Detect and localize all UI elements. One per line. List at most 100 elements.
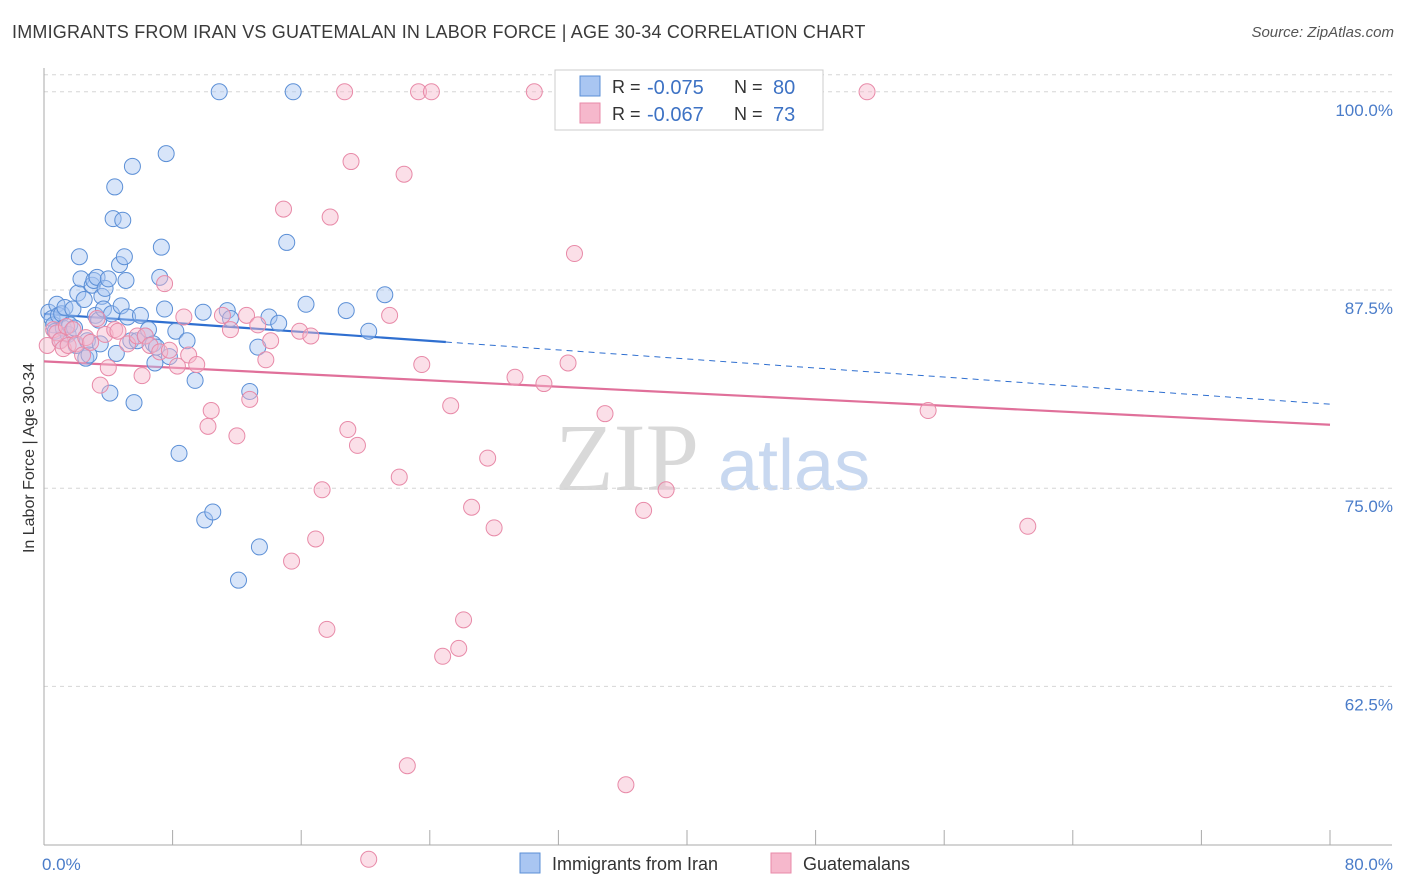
bottom-legend-guatemalans: Guatemalans bbox=[803, 854, 910, 874]
guatemalan-point bbox=[188, 356, 206, 374]
guatemalan-point bbox=[99, 359, 117, 377]
guatemalan-point bbox=[88, 310, 106, 328]
iran-point bbox=[204, 503, 222, 521]
iran-point bbox=[115, 248, 133, 266]
legend-n-value-iran: 80 bbox=[773, 77, 795, 99]
guatemalan-point bbox=[202, 402, 220, 420]
guatemalan-point bbox=[398, 757, 416, 775]
legend-r-value-iran: -0.075 bbox=[647, 77, 704, 99]
guatemalan-point bbox=[213, 306, 231, 324]
guatemalan-point bbox=[565, 245, 583, 263]
guatemalan-point bbox=[434, 647, 452, 665]
guatemalan-point bbox=[262, 332, 280, 350]
iran-point bbox=[106, 178, 124, 196]
guatemalan-point bbox=[156, 275, 174, 293]
guatemalan-point bbox=[175, 308, 193, 326]
guatemalan-point bbox=[221, 321, 239, 339]
iran-point bbox=[107, 344, 125, 362]
guatemalan-point bbox=[535, 375, 553, 393]
guatemalan-point bbox=[410, 83, 428, 101]
guatemalan-point bbox=[463, 498, 481, 516]
iran-point bbox=[117, 271, 135, 289]
iran-trend-line-extrapolated bbox=[445, 341, 1331, 405]
guatemalan-point bbox=[283, 552, 301, 570]
iran-point bbox=[148, 338, 166, 356]
data-points bbox=[38, 83, 1037, 868]
guatemalan-point bbox=[96, 325, 114, 343]
y-tick-label: 87.5% bbox=[1345, 299, 1393, 318]
legend-r-label-iran: R = bbox=[612, 77, 641, 97]
iran-point bbox=[156, 300, 174, 318]
guatemalan-point bbox=[141, 337, 159, 354]
guatemalan-point bbox=[450, 639, 468, 657]
guatemalan-point bbox=[525, 83, 543, 101]
iran-point bbox=[250, 538, 268, 556]
guatemalan-point bbox=[136, 327, 154, 345]
guatemalan-point bbox=[228, 427, 246, 445]
guatemalan-point bbox=[64, 321, 82, 339]
iran-point bbox=[297, 295, 315, 313]
iran-point bbox=[186, 371, 204, 389]
guatemalan-point bbox=[342, 153, 360, 171]
guatemalan-point bbox=[38, 337, 56, 354]
guatemalan-point bbox=[919, 402, 937, 420]
guatemalan-point bbox=[199, 417, 217, 435]
iran-point bbox=[125, 394, 143, 412]
iran-point bbox=[131, 306, 149, 324]
guatemalan-point bbox=[321, 208, 339, 226]
iran-point bbox=[178, 332, 196, 350]
guatemalan-point bbox=[133, 367, 151, 385]
legend-r-value-guatemalans: -0.067 bbox=[647, 104, 704, 126]
guatemalan-point bbox=[318, 620, 336, 638]
iran-point bbox=[152, 238, 170, 256]
iran-point bbox=[80, 346, 98, 364]
guatemalan-point bbox=[506, 368, 524, 386]
iran-point bbox=[99, 270, 117, 288]
iran-point bbox=[230, 571, 248, 589]
guatemalan-point bbox=[442, 397, 460, 415]
legend-n-label-iran: N = bbox=[734, 77, 763, 97]
watermark-atlas: atlas bbox=[718, 426, 870, 506]
iran-point bbox=[210, 83, 228, 101]
iran-point bbox=[337, 302, 355, 320]
legend-swatch-guatemalans bbox=[579, 102, 601, 124]
guatemalan-point bbox=[45, 321, 63, 339]
iran-point bbox=[70, 248, 88, 266]
iran-point bbox=[170, 444, 188, 462]
guatemalan-point bbox=[348, 436, 366, 454]
guatemalan-point bbox=[77, 329, 95, 347]
guatemalan-point bbox=[74, 346, 92, 364]
iran-point bbox=[270, 314, 288, 332]
gridlines bbox=[44, 74, 1392, 687]
guatemalan-point bbox=[422, 83, 440, 101]
guatemalan-point bbox=[858, 83, 876, 101]
guatemalan-point bbox=[257, 351, 275, 369]
guatemalan-point bbox=[479, 449, 497, 467]
iran-point bbox=[75, 291, 93, 309]
y-tick-label: 75.0% bbox=[1345, 497, 1393, 516]
watermark: ZIP atlas bbox=[555, 404, 870, 511]
iran-point bbox=[64, 300, 82, 318]
iran-point bbox=[128, 332, 146, 350]
chart-title: IMMIGRANTS FROM IRAN VS GUATEMALAN IN LA… bbox=[12, 22, 866, 42]
source-label: Source: ZipAtlas.com bbox=[1251, 24, 1394, 41]
guatemalan-point bbox=[559, 354, 577, 372]
guatemalan-point bbox=[596, 405, 614, 423]
iran-point bbox=[111, 256, 129, 274]
guatemalan-point bbox=[67, 335, 85, 353]
guatemalan-point bbox=[657, 481, 675, 499]
iran-point bbox=[284, 83, 302, 101]
series-legend: Immigrants from Iran Guatemalans bbox=[519, 852, 910, 874]
guatemalan-point bbox=[617, 776, 635, 794]
axes: 62.5% 75.0% 87.5% 100.0% 0.0% 80.0% bbox=[42, 68, 1393, 874]
legend-n-value-guatemalans: 73 bbox=[773, 104, 795, 126]
y-tick-label: 100.0% bbox=[1335, 101, 1393, 120]
guatemalan-point bbox=[91, 376, 109, 394]
guatemalan-point bbox=[249, 316, 267, 334]
guatemalan-point bbox=[109, 322, 127, 340]
guatemalan-point bbox=[336, 83, 354, 101]
guatemalan-point bbox=[390, 468, 408, 486]
guatemalan-point bbox=[635, 501, 653, 519]
guatemalan-point bbox=[307, 530, 325, 548]
